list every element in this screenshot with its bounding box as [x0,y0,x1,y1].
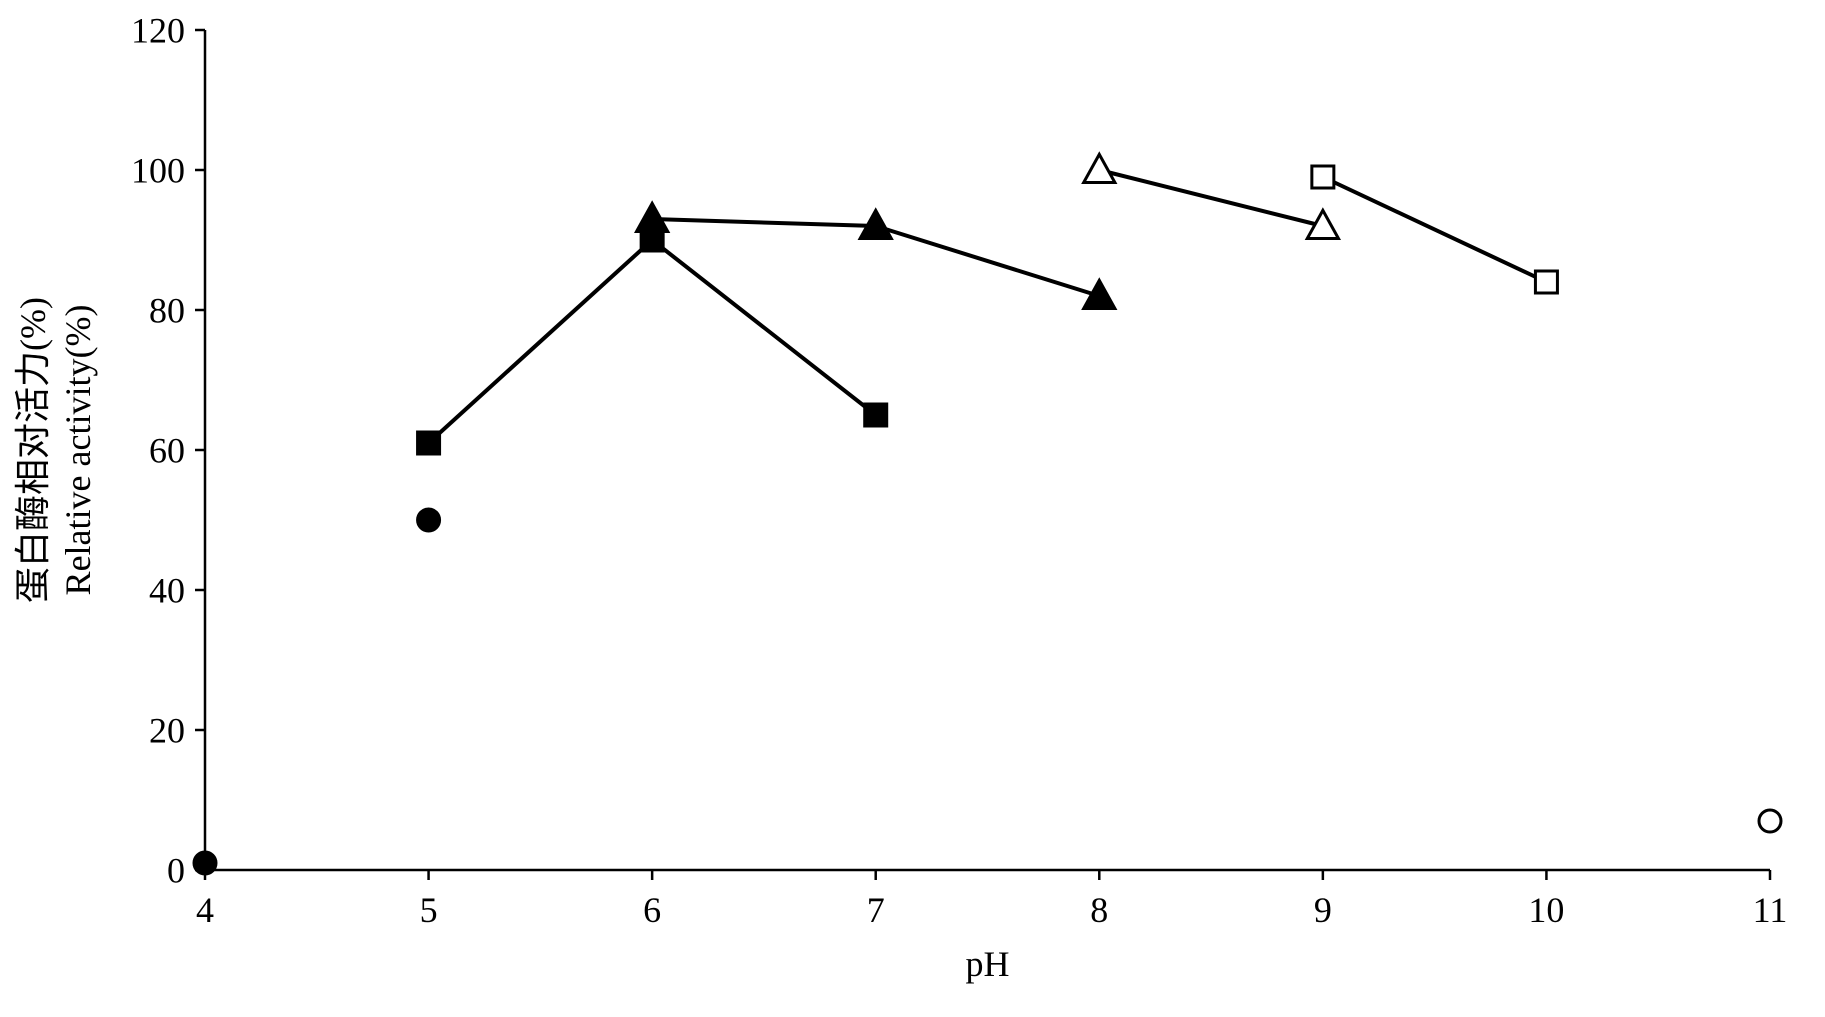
x-tick-label: 6 [643,890,661,930]
x-tick-label: 10 [1528,890,1564,930]
x-axis-label: pH [966,944,1010,984]
activity-vs-ph-chart: 4 5 6 7 8 9 10 11 0 20 40 60 80 100 120 pH 蛋白酶相对活力(%)Rel… [0,0,1825,1017]
y-tick-label: 80 [149,291,185,331]
x-tick-label: 5 [420,890,438,930]
marker-open_circle [1759,810,1781,832]
marker-open_square [1535,271,1557,293]
marker-open_square [1312,166,1334,188]
y-tick-label: 20 [149,711,185,751]
x-tick-label: 11 [1753,890,1788,930]
x-tick-label: 8 [1090,890,1108,930]
marker-filled_square [865,404,887,426]
marker-filled_circle [194,852,216,874]
y-tick-label: 60 [149,431,185,471]
y-axis-label-cn: 蛋白酶相对活力(%) [13,297,53,603]
marker-filled_square [418,432,440,454]
y-tick-label: 40 [149,571,185,611]
y-tick-label: 120 [131,11,185,51]
x-tick-label: 9 [1314,890,1332,930]
chart-background [0,0,1825,1017]
y-tick-label: 100 [131,151,185,191]
y-tick-label: 0 [167,851,185,891]
marker-filled_circle [418,509,440,531]
y-axis-label-en: Relative activity(%) [58,305,98,596]
x-tick-label: 4 [196,890,214,930]
x-tick-label: 7 [867,890,885,930]
